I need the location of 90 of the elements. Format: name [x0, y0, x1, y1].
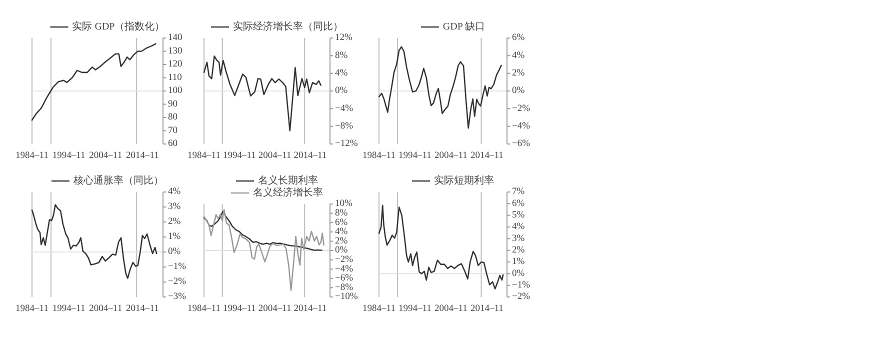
- y-tick-label: 140: [168, 33, 182, 44]
- legend-label: 名义长期利率: [258, 174, 318, 186]
- y-tick-label: 10%: [335, 199, 352, 210]
- y-tick-label: 2%: [168, 217, 181, 228]
- line-series: [203, 210, 322, 251]
- legend-label: 名义经济增长率: [253, 186, 323, 198]
- y-tick-label: −6%: [335, 274, 354, 284]
- x-tick-label: 1994–11: [52, 151, 86, 161]
- x-tick-label: 2014–11: [470, 304, 504, 314]
- y-tick-label: 0%: [512, 86, 525, 96]
- y-tick-label: 2%: [512, 246, 525, 256]
- line-series: [31, 204, 158, 279]
- y-tick-label: 80: [168, 112, 178, 123]
- y-tick-label: 4%: [168, 187, 181, 198]
- y-tick-label: 5%: [512, 210, 525, 221]
- x-tick-label: 2004–11: [258, 151, 292, 161]
- y-tick-label: 4%: [335, 227, 348, 238]
- y-tick-label: 100: [168, 86, 182, 96]
- x-tick-label: 1984–11: [16, 304, 49, 314]
- y-tick-label: −4%: [335, 264, 354, 274]
- y-tick-label: 12%: [335, 33, 352, 44]
- y-tick-label: 120: [168, 60, 182, 70]
- legend-label: GDP 缺口: [442, 20, 486, 32]
- x-tick-label: 2014–11: [126, 304, 160, 314]
- y-tick-label: 6%: [335, 218, 348, 228]
- y-tick-label: −8%: [335, 282, 354, 293]
- y-tick-label: −2%: [335, 254, 354, 265]
- x-tick-label: 2004–11: [434, 304, 468, 314]
- line-series: [378, 204, 504, 290]
- y-tick-label: −4%: [335, 104, 354, 114]
- y-tick-label: −12%: [335, 139, 358, 150]
- y-tick-label: 0%: [168, 247, 181, 258]
- x-tick-label: 2014–11: [294, 151, 327, 161]
- y-tick-label: 1%: [512, 257, 525, 268]
- y-tick-label: −2%: [512, 292, 530, 302]
- y-tick-label: 3%: [512, 234, 525, 244]
- x-tick-label: 2004–11: [434, 151, 468, 161]
- y-tick-label: 6%: [512, 33, 525, 44]
- line-series: [378, 46, 502, 129]
- x-tick-label: 1994–11: [52, 304, 86, 314]
- x-tick-label: 2014–11: [126, 151, 160, 161]
- x-tick-label: 1984–11: [362, 304, 396, 314]
- y-tick-label: 0%: [335, 246, 348, 256]
- x-tick-label: 2004–11: [258, 304, 292, 314]
- x-tick-label: 2014–11: [294, 304, 327, 314]
- y-tick-label: 60: [168, 139, 178, 150]
- y-tick-label: 1%: [168, 232, 181, 242]
- y-tick-label: 7%: [512, 187, 525, 198]
- y-tick-label: 4%: [512, 50, 525, 61]
- y-tick-label: 0%: [512, 268, 525, 279]
- x-tick-label: 1994–11: [222, 304, 256, 314]
- line-series: [31, 43, 156, 121]
- y-tick-label: 4%: [335, 68, 348, 79]
- y-tick-label: 6%: [512, 198, 525, 209]
- y-tick-label: 0%: [335, 86, 348, 96]
- x-tick-label: 2014–11: [470, 151, 504, 161]
- y-tick-label: 90: [168, 99, 178, 110]
- legend-label: 实际短期利率: [434, 174, 494, 186]
- y-tick-label: −1%: [512, 280, 530, 291]
- x-tick-label: 1994–11: [398, 304, 432, 314]
- y-tick-label: −8%: [335, 122, 354, 132]
- x-tick-label: 1994–11: [398, 151, 432, 161]
- y-tick-label: 3%: [168, 202, 181, 212]
- legend-label: 实际经济增长率（同比）: [233, 20, 343, 32]
- y-tick-label: 8%: [335, 208, 348, 218]
- line-series: [203, 208, 324, 291]
- y-tick-label: 110: [168, 72, 182, 83]
- y-tick-label: 130: [168, 46, 182, 56]
- y-tick-label: 2%: [512, 68, 525, 79]
- y-tick-label: −4%: [512, 122, 530, 132]
- y-tick-label: −1%: [168, 262, 186, 272]
- y-tick-label: −2%: [168, 277, 186, 288]
- y-tick-label: 4%: [512, 222, 525, 232]
- legend-label: 实际 GDP（指数化）: [72, 20, 165, 32]
- x-tick-label: 1994–11: [222, 151, 256, 161]
- line-series: [203, 55, 322, 132]
- y-tick-label: −2%: [512, 104, 530, 114]
- y-tick-label: −3%: [168, 292, 186, 302]
- x-tick-label: 2004–11: [89, 304, 122, 314]
- legend-label: 核心通胀率（同比）: [72, 174, 164, 186]
- x-tick-label: 1984–11: [16, 151, 49, 161]
- y-tick-label: 70: [168, 126, 178, 136]
- y-tick-label: 8%: [335, 50, 348, 61]
- y-tick-label: −6%: [512, 139, 530, 150]
- y-tick-label: −10%: [335, 292, 358, 302]
- x-tick-label: 1984–11: [188, 304, 221, 314]
- x-tick-label: 1984–11: [188, 151, 221, 161]
- x-tick-label: 1984–11: [362, 151, 396, 161]
- y-tick-label: 2%: [335, 236, 348, 246]
- x-tick-label: 2004–11: [89, 151, 122, 161]
